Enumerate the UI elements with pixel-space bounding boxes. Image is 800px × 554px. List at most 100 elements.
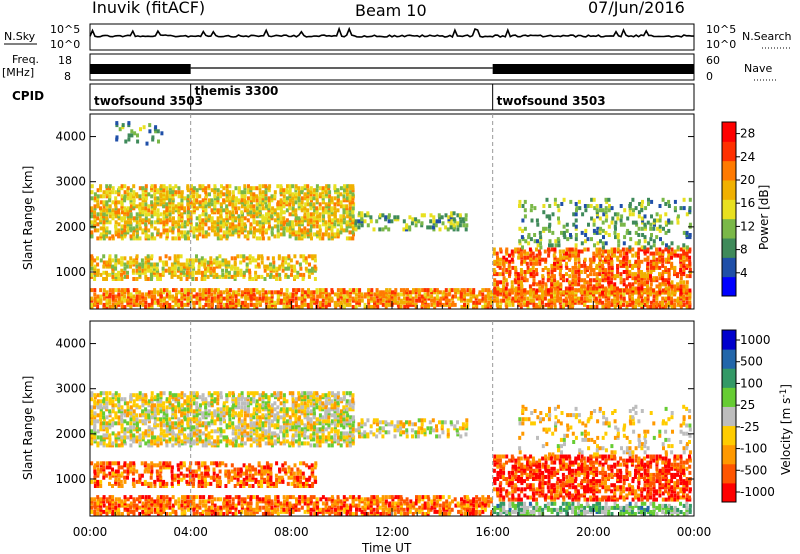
power-cell <box>487 294 490 299</box>
power-cell <box>177 194 181 199</box>
power-cell <box>640 298 644 303</box>
power-cell <box>336 188 340 193</box>
velocity-cell <box>225 435 229 440</box>
power-cell <box>213 184 217 189</box>
power-cell <box>348 298 352 303</box>
power-cell <box>209 256 213 261</box>
power-cell <box>294 288 298 293</box>
power-cell <box>231 202 235 207</box>
power-cell <box>290 272 293 277</box>
power-cell <box>411 298 415 303</box>
power-cell <box>111 200 115 205</box>
power-cell <box>360 211 364 216</box>
power-cell <box>376 300 380 305</box>
power-cell <box>664 257 668 262</box>
power-cell <box>547 305 551 309</box>
power-cell <box>299 266 303 271</box>
power-cell <box>616 300 620 305</box>
velocity-cell <box>120 397 124 402</box>
power-cell <box>514 296 518 301</box>
velocity-cell <box>156 399 160 404</box>
power-cell <box>630 296 634 301</box>
power-cell <box>432 298 436 303</box>
power-cell <box>322 214 325 219</box>
power-cell <box>604 286 608 291</box>
power-cell <box>186 184 190 189</box>
power-cell <box>120 260 124 265</box>
power-cell <box>336 302 340 307</box>
velocity-cell <box>180 419 184 424</box>
power-cell <box>144 296 148 301</box>
velocity-cell <box>195 401 199 406</box>
power-cell <box>153 192 157 197</box>
power-cell <box>264 190 268 195</box>
power-cell <box>592 294 596 299</box>
power-cell <box>517 276 520 281</box>
power-cell <box>541 257 545 262</box>
power-cell <box>318 212 322 217</box>
power-cell <box>381 302 385 307</box>
power-cell <box>688 233 692 237</box>
power-cell <box>138 302 142 307</box>
velocity-cell <box>210 411 214 416</box>
velocity-cell <box>250 391 253 396</box>
power-cell <box>610 272 614 277</box>
power-cell <box>637 270 641 274</box>
power-cell <box>304 256 308 261</box>
power-cell <box>339 292 343 297</box>
power-cell <box>234 294 238 299</box>
power-cell <box>355 300 359 305</box>
power-cell <box>141 228 145 233</box>
power-cell <box>93 292 97 297</box>
power-cell <box>224 274 228 279</box>
power-cell <box>574 247 578 252</box>
power-cell <box>685 212 689 217</box>
velocity-cell <box>180 439 184 444</box>
power-cell <box>150 296 154 301</box>
power-cell <box>349 222 353 227</box>
power-cell <box>261 296 265 301</box>
power-cell <box>171 264 175 269</box>
velocity-cell <box>231 399 235 404</box>
velocity-cell <box>150 431 154 436</box>
power-cell <box>529 272 533 277</box>
power-cell <box>360 298 364 303</box>
power-cell <box>352 290 356 295</box>
power-cell <box>309 232 313 237</box>
power-cell <box>640 208 644 213</box>
power-cell <box>313 254 317 259</box>
velocity-cell <box>180 431 184 436</box>
power-cell <box>548 204 552 208</box>
power-cell <box>228 300 232 305</box>
power-cell <box>219 190 223 195</box>
power-cell <box>161 270 165 275</box>
power-cell <box>291 305 295 309</box>
power-cell <box>601 228 605 233</box>
velocity-cell <box>187 417 190 422</box>
velocity-cell <box>105 433 109 438</box>
power-cell <box>432 300 436 305</box>
power-cell <box>641 233 645 237</box>
power-cell <box>604 259 608 264</box>
cpid-label: CPID <box>12 89 44 103</box>
velocity-cell <box>171 431 175 436</box>
power-cell <box>580 249 584 254</box>
power-cell <box>655 294 659 299</box>
power-cell <box>664 282 668 287</box>
power-cell <box>665 243 668 248</box>
power-cell <box>487 288 491 293</box>
velocity-cell <box>231 421 235 426</box>
power-cell <box>405 298 409 303</box>
power-cell <box>631 253 635 258</box>
power-cell <box>93 266 97 271</box>
velocity-cell <box>252 437 256 442</box>
power-cell <box>253 305 257 309</box>
power-cell <box>201 290 205 295</box>
power-cell <box>520 294 524 299</box>
power-cell <box>207 290 211 295</box>
power-cell <box>147 264 151 269</box>
velocity-cell <box>132 415 136 420</box>
velocity-cell <box>141 431 145 436</box>
power-cell <box>242 258 246 263</box>
